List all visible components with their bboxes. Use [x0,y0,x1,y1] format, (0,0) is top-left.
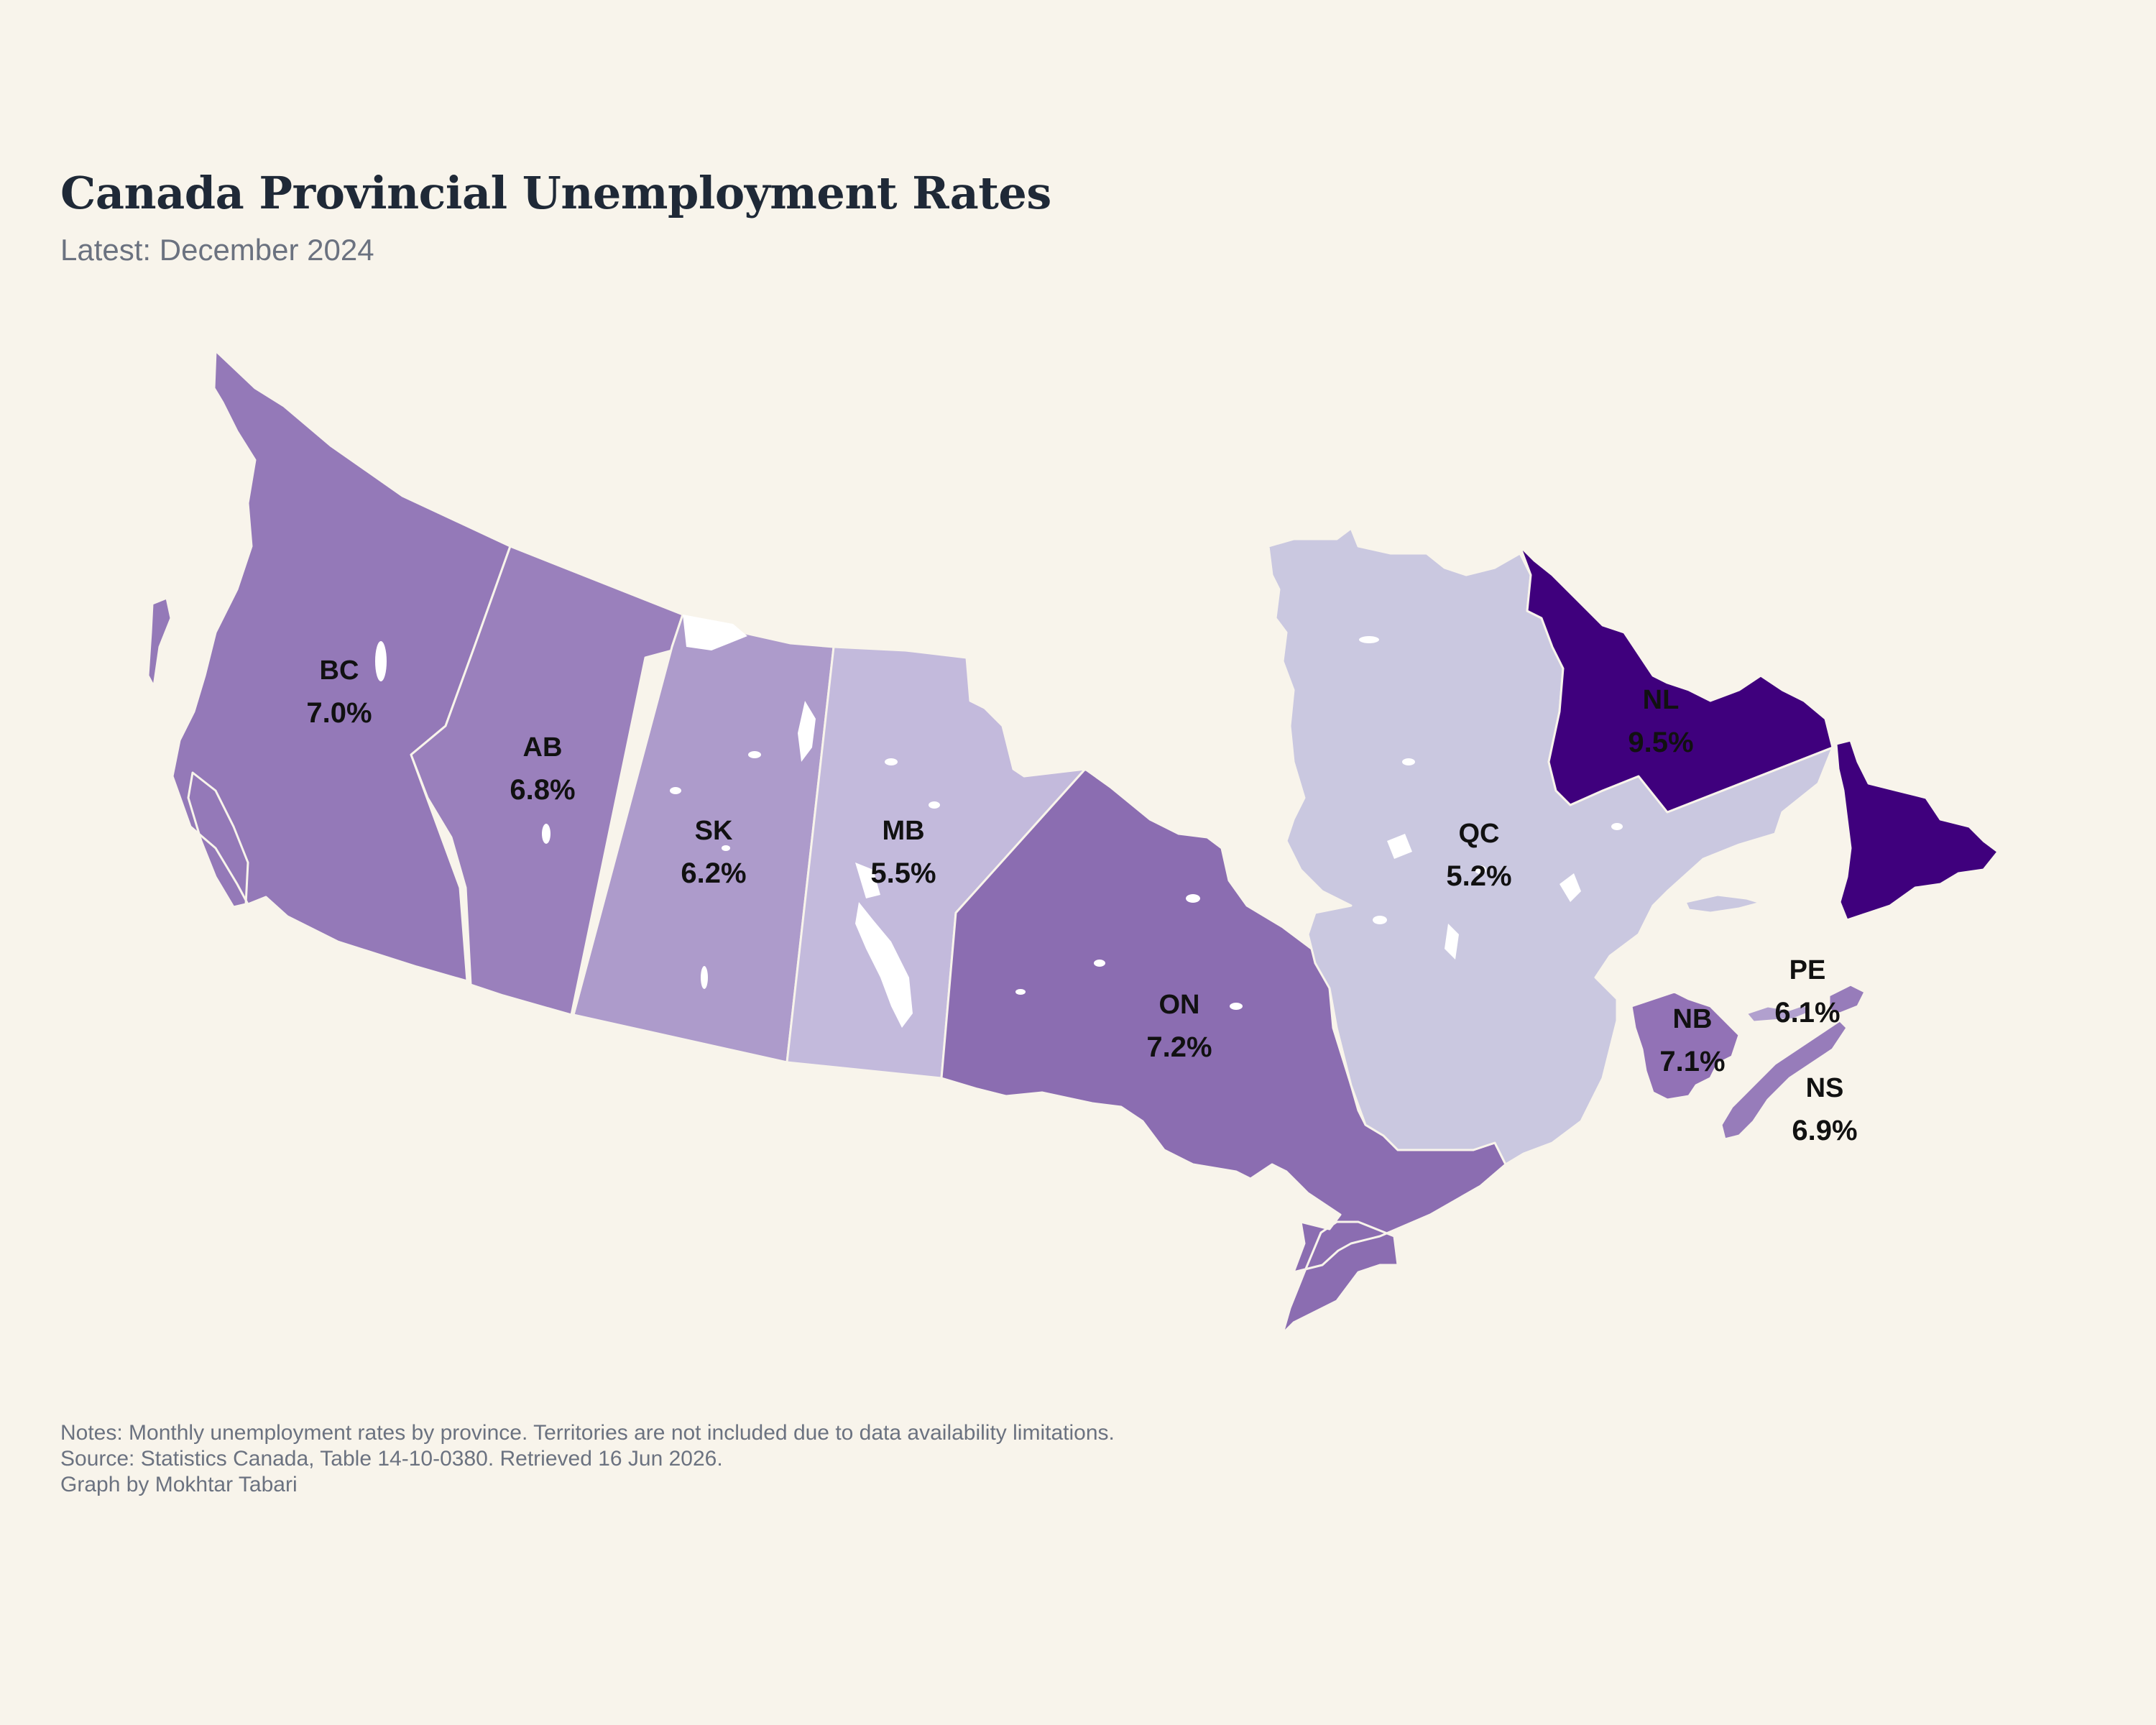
source-line: Source: Statistics Canada, Table 14-10-0… [60,1447,723,1471]
province-nb[interactable] [1630,990,1741,1101]
region-label-qc: QC [1459,819,1500,849]
region-label-pe: PE [1789,955,1826,985]
region-value-mb: 5.5% [870,857,936,889]
region-label-bc: BC [320,656,359,686]
region-label-sk: SK [695,816,733,846]
province-ns[interactable] [1720,983,1866,1141]
province-bc[interactable] [147,349,512,983]
region-label-nb: NB [1673,1004,1713,1034]
region-value-qc: 5.2% [1446,860,1511,892]
region-value-bc: 7.0% [306,697,372,729]
region-label-nl: NL [1643,685,1680,715]
region-value-nl: 9.5% [1628,727,1693,758]
notes-line: Notes: Monthly unemployment rates by pro… [60,1421,1115,1445]
province-on[interactable] [940,768,1507,1335]
province-nl[interactable] [1519,545,1999,921]
region-label-ab: AB [523,732,563,763]
lakes [375,615,1623,1028]
chart-subtitle: Latest: December 2024 [60,233,374,267]
notes-block: Notes: Monthly unemployment rates by pro… [60,1420,1115,1498]
region-value-on: 7.2% [1146,1031,1212,1063]
credit-line: Graph by Mokhtar Tabari [60,1473,298,1496]
region-label-ns: NS [1806,1073,1844,1103]
province-pe[interactable] [1745,1003,1812,1024]
region-value-nb: 7.1% [1659,1046,1725,1077]
region-label-on: ON [1159,990,1200,1020]
region-value-pe: 6.1% [1774,997,1840,1029]
region-value-sk: 6.2% [681,857,746,889]
region-label-mb: MB [882,816,924,846]
chart-title: Canada Provincial Unemployment Rates [60,167,1051,219]
region-value-ns: 6.9% [1792,1115,1857,1146]
region-value-ab: 6.8% [510,774,575,806]
